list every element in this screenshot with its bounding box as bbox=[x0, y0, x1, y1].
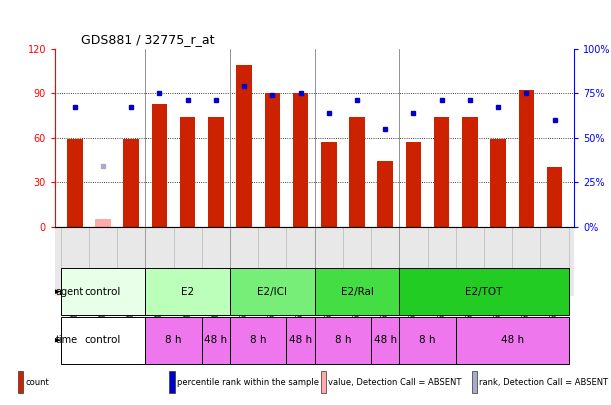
Bar bbox=[236, 65, 252, 227]
Text: control: control bbox=[85, 287, 121, 296]
Text: percentile rank within the sample: percentile rank within the sample bbox=[177, 378, 319, 387]
Text: agent: agent bbox=[56, 287, 84, 296]
FancyBboxPatch shape bbox=[315, 317, 371, 364]
Bar bbox=[152, 104, 167, 227]
FancyBboxPatch shape bbox=[60, 317, 145, 364]
FancyBboxPatch shape bbox=[60, 268, 145, 315]
Text: count: count bbox=[26, 378, 49, 387]
Text: 8 h: 8 h bbox=[250, 335, 266, 345]
FancyBboxPatch shape bbox=[456, 317, 569, 364]
Bar bbox=[67, 139, 82, 227]
FancyBboxPatch shape bbox=[202, 317, 230, 364]
Bar bbox=[321, 142, 337, 227]
Text: 48 h: 48 h bbox=[374, 335, 397, 345]
Text: E2/TOT: E2/TOT bbox=[466, 287, 503, 296]
Bar bbox=[18, 371, 23, 393]
Text: E2/ICI: E2/ICI bbox=[257, 287, 287, 296]
Text: time: time bbox=[56, 335, 78, 345]
FancyBboxPatch shape bbox=[230, 317, 287, 364]
Text: GDS881 / 32775_r_at: GDS881 / 32775_r_at bbox=[81, 33, 214, 46]
FancyBboxPatch shape bbox=[287, 317, 315, 364]
FancyBboxPatch shape bbox=[371, 317, 400, 364]
FancyBboxPatch shape bbox=[145, 268, 230, 315]
Text: 48 h: 48 h bbox=[204, 335, 227, 345]
Bar bbox=[462, 117, 478, 227]
Bar bbox=[434, 117, 450, 227]
FancyBboxPatch shape bbox=[315, 268, 400, 315]
Bar bbox=[180, 117, 196, 227]
Text: E2: E2 bbox=[181, 287, 194, 296]
Bar bbox=[208, 117, 224, 227]
Text: 8 h: 8 h bbox=[335, 335, 351, 345]
Bar bbox=[321, 371, 326, 393]
Bar bbox=[519, 90, 534, 227]
Text: 8 h: 8 h bbox=[419, 335, 436, 345]
Bar bbox=[406, 142, 421, 227]
FancyBboxPatch shape bbox=[145, 317, 202, 364]
Bar bbox=[378, 162, 393, 227]
Bar bbox=[547, 167, 562, 227]
Bar bbox=[265, 93, 280, 227]
Text: value, Detection Call = ABSENT: value, Detection Call = ABSENT bbox=[328, 378, 461, 387]
Bar bbox=[95, 220, 111, 227]
FancyBboxPatch shape bbox=[400, 268, 569, 315]
Text: control: control bbox=[85, 335, 121, 345]
FancyBboxPatch shape bbox=[400, 317, 456, 364]
Text: 8 h: 8 h bbox=[166, 335, 182, 345]
Bar bbox=[349, 117, 365, 227]
Bar bbox=[472, 371, 477, 393]
Bar bbox=[123, 139, 139, 227]
Text: rank, Detection Call = ABSENT: rank, Detection Call = ABSENT bbox=[479, 378, 609, 387]
Bar bbox=[491, 139, 506, 227]
Bar bbox=[293, 93, 309, 227]
Text: 48 h: 48 h bbox=[500, 335, 524, 345]
Text: E2/Ral: E2/Ral bbox=[340, 287, 373, 296]
FancyBboxPatch shape bbox=[230, 268, 315, 315]
Text: 48 h: 48 h bbox=[289, 335, 312, 345]
Bar bbox=[169, 371, 175, 393]
